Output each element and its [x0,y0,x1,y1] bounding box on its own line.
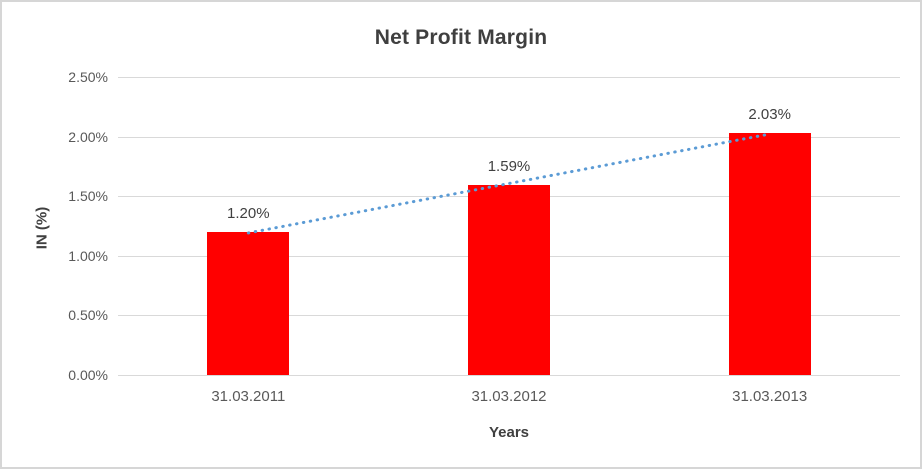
gridline [118,77,900,78]
x-tick-label: 31.03.2011 [211,388,286,405]
x-tick-label: 31.03.2013 [732,388,808,405]
y-axis-title: IN (%) [33,206,51,250]
y-tick-label: 2.00% [68,128,108,145]
y-tick-label: 2.50% [68,69,108,85]
y-tick-label: 1.00% [68,247,108,264]
data-label: 2.03% [748,106,791,124]
y-tick-label: 0.50% [68,307,108,324]
x-tick-label: 31.03.2012 [471,388,547,405]
bar-31.03.2012 [468,185,550,375]
data-label: 1.20% [227,204,270,222]
bar-31.03.2013 [728,133,811,375]
bar-31.03.2011 [207,231,290,375]
gridline [118,375,900,376]
chart-title: Net Profit Margin [374,26,548,49]
y-tick-label: 0.00% [68,367,108,383]
y-tick-label: 1.50% [68,188,108,205]
x-axis-title: Years [488,424,530,441]
data-label: 1.59% [487,158,531,176]
